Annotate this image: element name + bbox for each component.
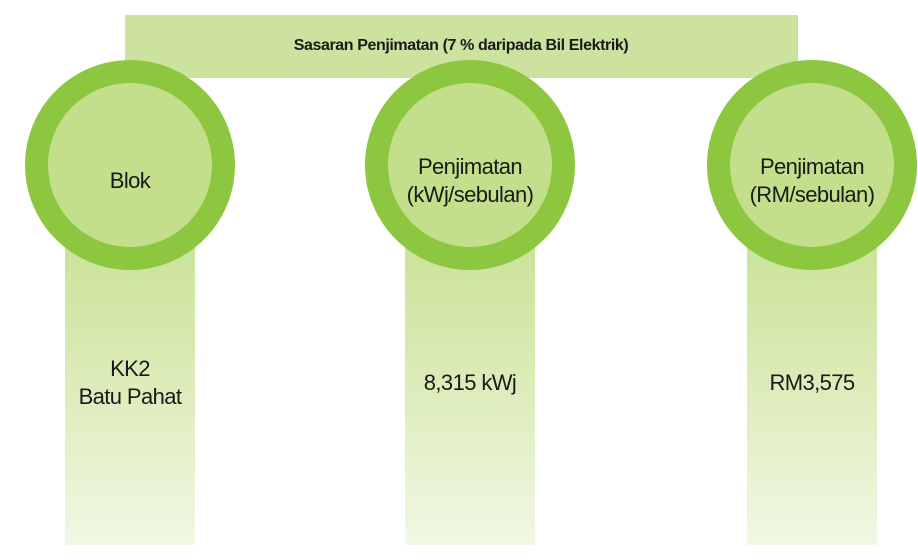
header-title: Sasaran Penjimatan (7 % daripada Bil Ele… <box>294 37 629 54</box>
column-label-line: Penjimatan <box>418 154 522 179</box>
circle-inner <box>388 83 552 247</box>
column-value-line: RM3,575 <box>769 370 854 395</box>
circle-inner <box>730 83 894 247</box>
column-label-line: (RM/sebulan) <box>750 182 875 207</box>
column-value: 8,315 kWj <box>424 370 516 395</box>
column-label-line: (kWj/sebulan) <box>407 182 534 207</box>
circle-inner <box>48 83 212 247</box>
column-value: RM3,575 <box>769 370 854 395</box>
column-label: Penjimatan (RM/sebulan) <box>750 154 875 207</box>
column-label-line: Blok <box>110 168 152 193</box>
column-label: Penjimatan (kWj/sebulan) <box>407 154 534 207</box>
column-value: KK2 Batu Pahat <box>79 356 182 409</box>
columns: Blok KK2 Batu Pahat Penjimatan (kWj/sebulan)… <box>25 60 917 545</box>
column-value-line: 8,315 kWj <box>424 370 516 395</box>
column-label: Blok <box>110 168 152 193</box>
column-value-line: KK2 <box>110 356 150 381</box>
column-value-line: Batu Pahat <box>79 384 182 409</box>
column-label-line: Penjimatan <box>760 154 864 179</box>
